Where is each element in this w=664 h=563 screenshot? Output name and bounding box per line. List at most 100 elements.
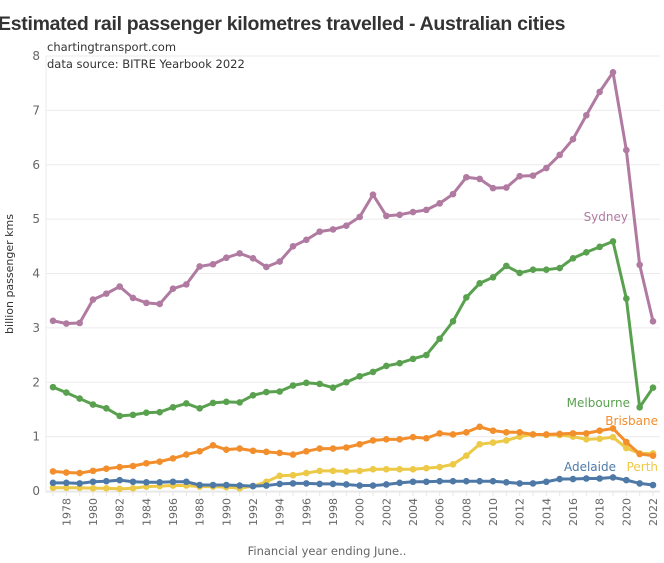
point-adelaide[interactable] <box>569 475 577 483</box>
point-perth[interactable] <box>583 436 590 443</box>
point-sydney[interactable] <box>316 228 323 235</box>
point-perth[interactable] <box>116 485 123 493</box>
point-sydney[interactable] <box>569 135 577 143</box>
point-melbourne[interactable] <box>289 382 297 389</box>
point-brisbane[interactable] <box>503 428 510 436</box>
point-sydney[interactable] <box>636 261 643 269</box>
point-adelaide[interactable] <box>89 478 97 486</box>
point-adelaide[interactable] <box>409 478 417 486</box>
point-melbourne[interactable] <box>369 368 377 376</box>
point-perth[interactable] <box>436 463 443 471</box>
point-melbourne[interactable] <box>636 403 643 411</box>
point-perth[interactable] <box>276 472 283 480</box>
point-melbourne[interactable] <box>623 295 630 302</box>
point-brisbane[interactable] <box>169 455 177 462</box>
point-adelaide[interactable] <box>209 481 217 489</box>
point-brisbane[interactable] <box>436 430 443 437</box>
point-sydney[interactable] <box>263 263 270 271</box>
point-melbourne[interactable] <box>103 405 110 412</box>
point-adelaide[interactable] <box>196 481 203 489</box>
point-adelaide[interactable] <box>369 482 377 489</box>
point-brisbane[interactable] <box>49 468 57 475</box>
point-brisbane[interactable] <box>489 427 497 434</box>
point-brisbane[interactable] <box>649 452 657 459</box>
point-perth[interactable] <box>369 465 377 473</box>
point-sydney[interactable] <box>343 222 350 229</box>
point-perth[interactable] <box>289 471 297 479</box>
point-perth[interactable] <box>129 484 137 492</box>
point-melbourne[interactable] <box>569 254 577 262</box>
point-perth[interactable] <box>609 433 617 441</box>
point-melbourne[interactable] <box>463 294 470 301</box>
point-perth[interactable] <box>89 484 97 492</box>
point-brisbane[interactable] <box>543 431 550 438</box>
point-brisbane[interactable] <box>263 448 270 456</box>
point-sydney[interactable] <box>223 254 230 262</box>
point-melbourne[interactable] <box>129 411 137 419</box>
point-adelaide[interactable] <box>489 477 497 485</box>
point-brisbane[interactable] <box>623 438 630 446</box>
point-sydney[interactable] <box>609 69 617 76</box>
point-adelaide[interactable] <box>276 480 283 488</box>
point-melbourne[interactable] <box>49 383 57 391</box>
point-brisbane[interactable] <box>316 445 323 452</box>
point-adelaide[interactable] <box>156 479 163 486</box>
point-melbourne[interactable] <box>316 380 323 388</box>
point-sydney[interactable] <box>529 172 537 179</box>
point-brisbane[interactable] <box>556 430 563 438</box>
point-melbourne[interactable] <box>503 262 510 270</box>
point-brisbane[interactable] <box>423 434 430 442</box>
point-melbourne[interactable] <box>609 238 617 245</box>
point-adelaide[interactable] <box>343 481 350 488</box>
point-sydney[interactable] <box>476 175 483 183</box>
point-brisbane[interactable] <box>103 465 110 473</box>
point-perth[interactable] <box>423 464 430 472</box>
point-melbourne[interactable] <box>436 335 443 343</box>
point-sydney[interactable] <box>209 260 217 268</box>
point-perth[interactable] <box>503 437 510 444</box>
point-adelaide[interactable] <box>356 482 363 489</box>
point-adelaide[interactable] <box>463 477 470 485</box>
point-sydney[interactable] <box>543 164 550 172</box>
point-melbourne[interactable] <box>596 243 603 251</box>
point-brisbane[interactable] <box>383 436 390 443</box>
point-adelaide[interactable] <box>596 475 603 482</box>
point-adelaide[interactable] <box>543 478 550 486</box>
point-sydney[interactable] <box>383 212 390 220</box>
point-melbourne[interactable] <box>196 405 203 412</box>
point-melbourne[interactable] <box>236 399 243 406</box>
point-adelaide[interactable] <box>609 474 617 481</box>
point-brisbane[interactable] <box>516 428 523 436</box>
point-adelaide[interactable] <box>529 480 537 487</box>
point-sydney[interactable] <box>103 290 110 297</box>
point-sydney[interactable] <box>369 191 377 198</box>
point-brisbane[interactable] <box>369 437 377 444</box>
point-brisbane[interactable] <box>156 458 163 465</box>
point-sydney[interactable] <box>409 208 417 216</box>
point-perth[interactable] <box>303 469 310 477</box>
point-adelaide[interactable] <box>236 482 243 489</box>
point-adelaide[interactable] <box>183 478 190 486</box>
point-sydney[interactable] <box>329 226 337 233</box>
point-sydney[interactable] <box>489 184 497 192</box>
point-brisbane[interactable] <box>129 462 137 470</box>
point-melbourne[interactable] <box>556 264 563 272</box>
point-sydney[interactable] <box>89 296 97 303</box>
point-adelaide[interactable] <box>103 477 110 485</box>
point-melbourne[interactable] <box>263 388 270 396</box>
point-perth[interactable] <box>596 435 603 443</box>
point-sydney[interactable] <box>423 206 430 214</box>
point-sydney[interactable] <box>623 146 630 154</box>
point-melbourne[interactable] <box>329 384 337 391</box>
point-adelaide[interactable] <box>303 480 310 487</box>
point-melbourne[interactable] <box>89 401 97 408</box>
point-adelaide[interactable] <box>583 475 590 482</box>
point-melbourne[interactable] <box>169 403 177 411</box>
point-sydney[interactable] <box>583 111 590 119</box>
point-brisbane[interactable] <box>569 430 577 437</box>
point-melbourne[interactable] <box>63 389 70 396</box>
point-brisbane[interactable] <box>609 425 617 432</box>
point-perth[interactable] <box>449 461 457 468</box>
point-brisbane[interactable] <box>236 445 243 452</box>
point-adelaide[interactable] <box>223 481 230 489</box>
